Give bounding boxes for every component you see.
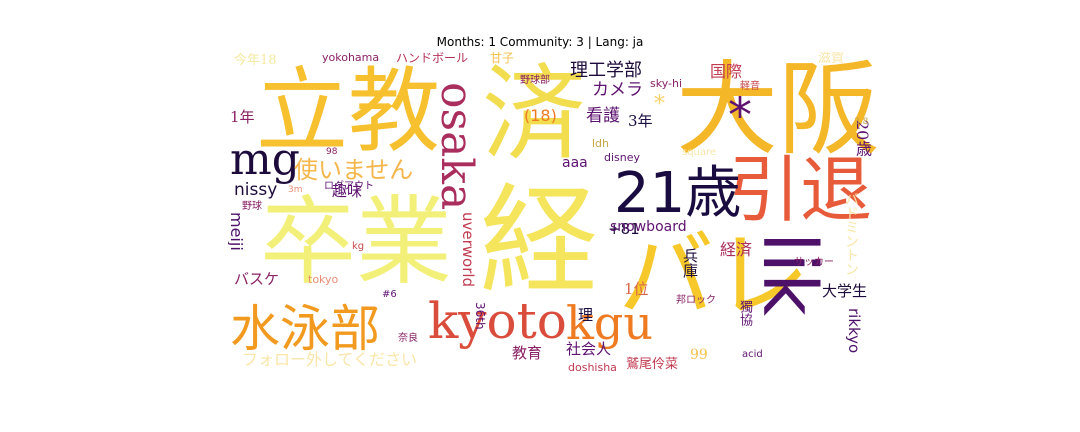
word: +81 <box>608 220 640 238</box>
word: 98 <box>326 147 338 157</box>
word: バスケ <box>234 270 280 288</box>
word: 教育 <box>512 344 543 362</box>
word: kgu <box>566 296 653 350</box>
word: osaka <box>431 82 482 211</box>
word: 3.8 <box>854 117 869 127</box>
word: 21歳 <box>614 161 742 226</box>
word: 国際 <box>710 62 743 81</box>
word: (18) <box>524 106 557 125</box>
word: #6 <box>382 289 397 300</box>
word: kg <box>352 241 365 252</box>
word: doshisha <box>568 361 617 374</box>
word: uverworld <box>459 212 477 288</box>
word: 甘子 <box>490 52 515 65</box>
word: aaa <box>562 155 588 171</box>
word: square <box>682 147 717 158</box>
word: サッカー <box>794 257 834 268</box>
word: バレ <box>618 220 810 332</box>
word: 理工学部 <box>570 60 642 81</box>
word: 奈良 <box>398 333 418 344</box>
word: 野球 <box>242 201 262 212</box>
word: 済 <box>482 53 587 175</box>
word: フォロー外してください <box>242 350 418 369</box>
word: * <box>728 88 752 144</box>
word: 99 <box>690 347 708 363</box>
word: kyoto <box>428 292 567 350</box>
word: 滋賀 <box>818 52 845 66</box>
word: ハンドボール <box>396 52 469 65</box>
word: snowboard <box>610 219 687 235</box>
word: ldh <box>592 137 610 150</box>
word: 立教 <box>256 58 441 165</box>
word: mg <box>230 134 300 185</box>
word: 兵庫 <box>681 248 699 278</box>
word: バドミントン <box>843 192 859 276</box>
word: 経済 <box>720 240 753 259</box>
word: * <box>654 92 665 117</box>
word: 1年 <box>230 108 255 126</box>
chart-title: Months: 1 Community: 3 | Lang: ja <box>436 35 644 49</box>
word-cloud: 大阪 立教 卒業 経 済 バレ lik 引退 21歳 kyoto kgu 水泳部… <box>228 52 880 378</box>
word: 引退 <box>728 148 873 232</box>
word: 獨協 <box>737 300 752 326</box>
word: 1位 <box>624 280 649 298</box>
word: 今年18 <box>234 53 277 68</box>
word: 鷲尾伶菜 <box>626 357 679 372</box>
word: 理 <box>578 306 594 324</box>
word: 3m <box>288 185 303 195</box>
word: lik <box>746 232 832 316</box>
word: カメラ <box>592 80 643 100</box>
word: 大学生 <box>822 282 868 300</box>
word: 20歳 <box>853 120 872 157</box>
word: 軽音 <box>740 81 760 92</box>
word: ログアウト <box>324 181 374 192</box>
word: nissy <box>234 180 278 200</box>
word: 野球部 <box>520 75 550 86</box>
word: acid <box>742 349 763 360</box>
word: 使いません <box>294 156 414 184</box>
word: 社会人 <box>566 340 612 358</box>
word: sky-hi <box>650 77 683 90</box>
word: 看護 <box>586 106 620 126</box>
word: 大阪 <box>676 52 880 170</box>
word: 水泳部 <box>230 300 380 358</box>
word: 3年 <box>628 112 653 130</box>
word: 経 <box>480 172 599 310</box>
word: 卒業 <box>260 186 452 298</box>
word: tokyo <box>308 273 339 286</box>
word: disney <box>604 151 641 164</box>
word: 36th <box>473 302 487 330</box>
word: yokohama <box>322 52 380 64</box>
word: 邦ロック <box>676 295 716 306</box>
word: 趣味 <box>332 182 363 200</box>
word: meiji <box>228 212 246 251</box>
word: rikkyo <box>845 308 863 354</box>
